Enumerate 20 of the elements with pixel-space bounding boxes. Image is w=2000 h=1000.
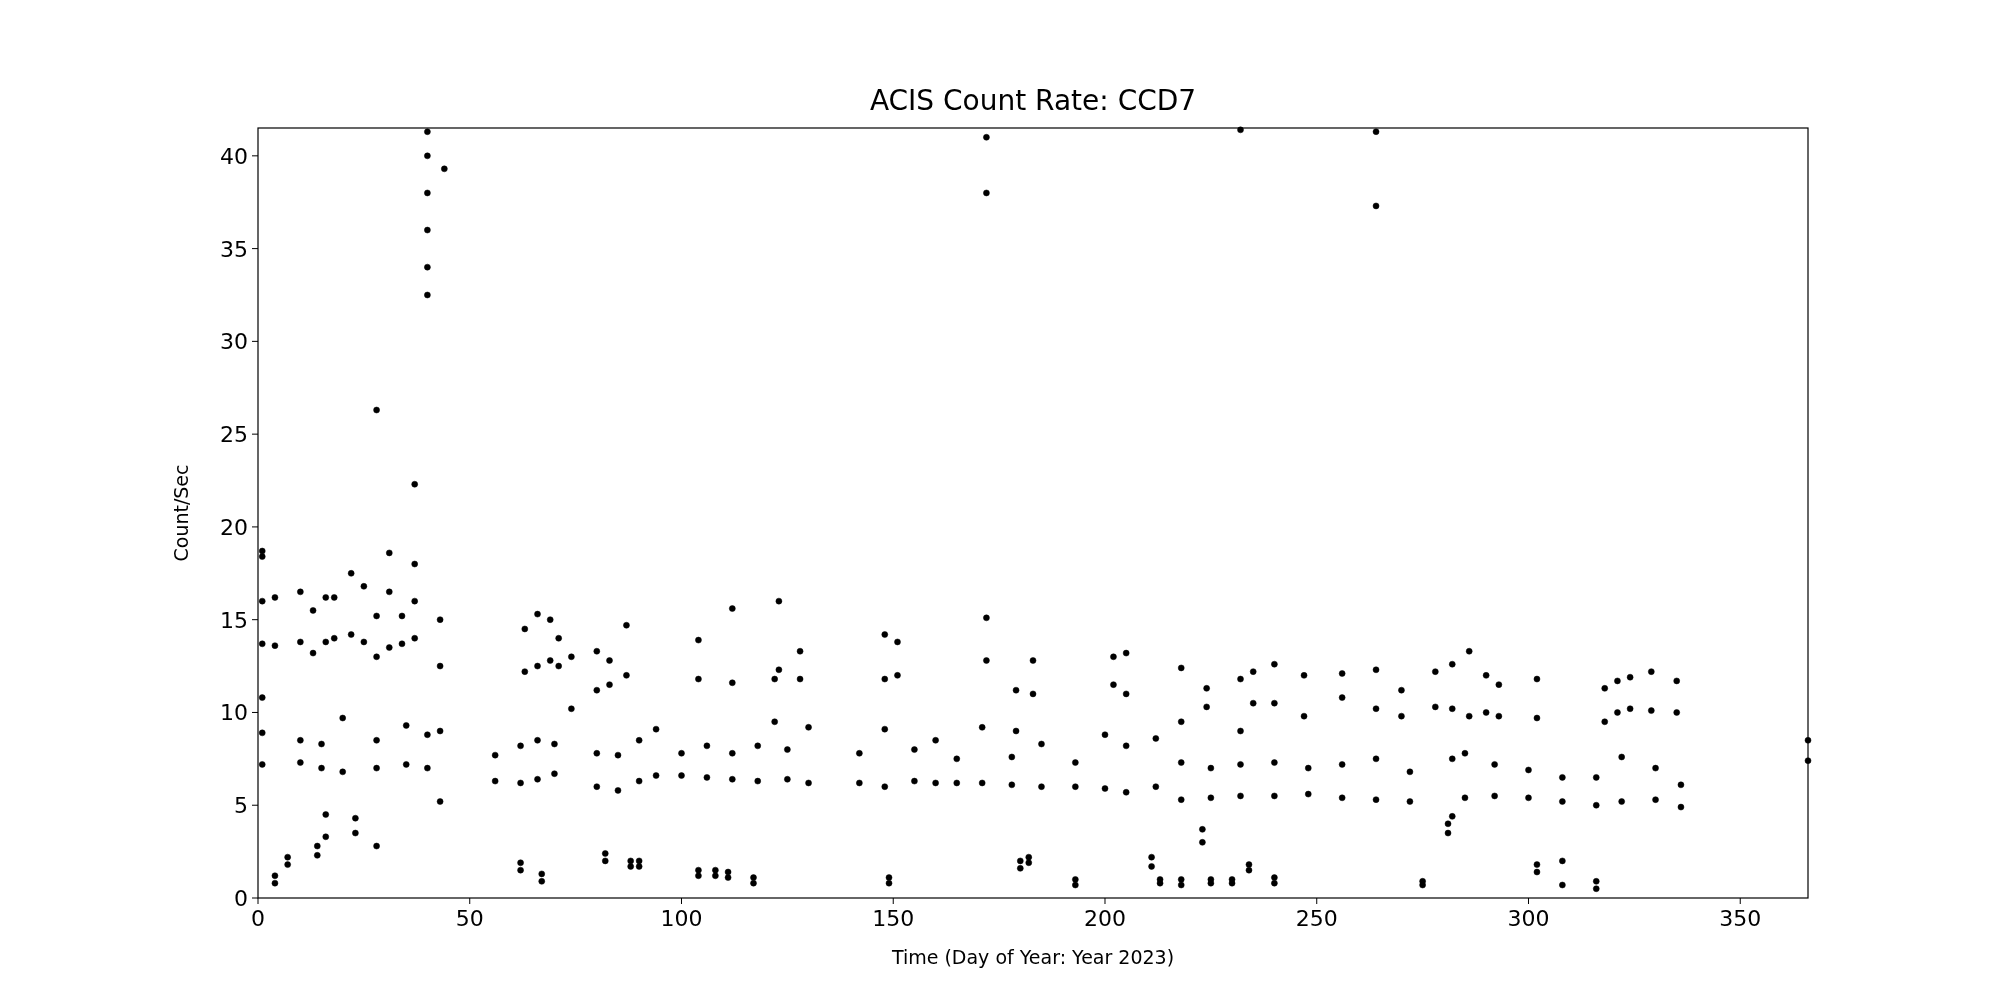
x-axis-title: Time (Day of Year: Year 2023) [890,946,1175,968]
y-tick-label: 25 [220,422,248,448]
y-tick-label: 0 [234,886,248,911]
x-tick-label: 150 [872,906,915,931]
y-tick-label: 35 [220,236,248,262]
y-tick-label: 30 [220,329,248,355]
y-tick-label: 40 [220,143,248,169]
y-tick-label: 15 [220,607,248,633]
x-tick-label: 300 [1507,906,1550,931]
y-tick-label: 10 [220,700,248,726]
x-tick-label: 250 [1295,906,1338,931]
x-tick-label: 200 [1083,906,1126,931]
y-axis-title: Count/Sec [170,464,192,562]
chart-title: ACIS Count Rate: CCD7 [869,84,1197,117]
x-tick-label: 350 [1719,906,1762,931]
y-tick-label: 5 [234,793,248,819]
x-tick-label: 0 [251,906,265,931]
x-tick-label: 50 [455,906,484,931]
x-tick-label: 100 [660,906,703,931]
y-tick-label: 20 [220,514,248,540]
